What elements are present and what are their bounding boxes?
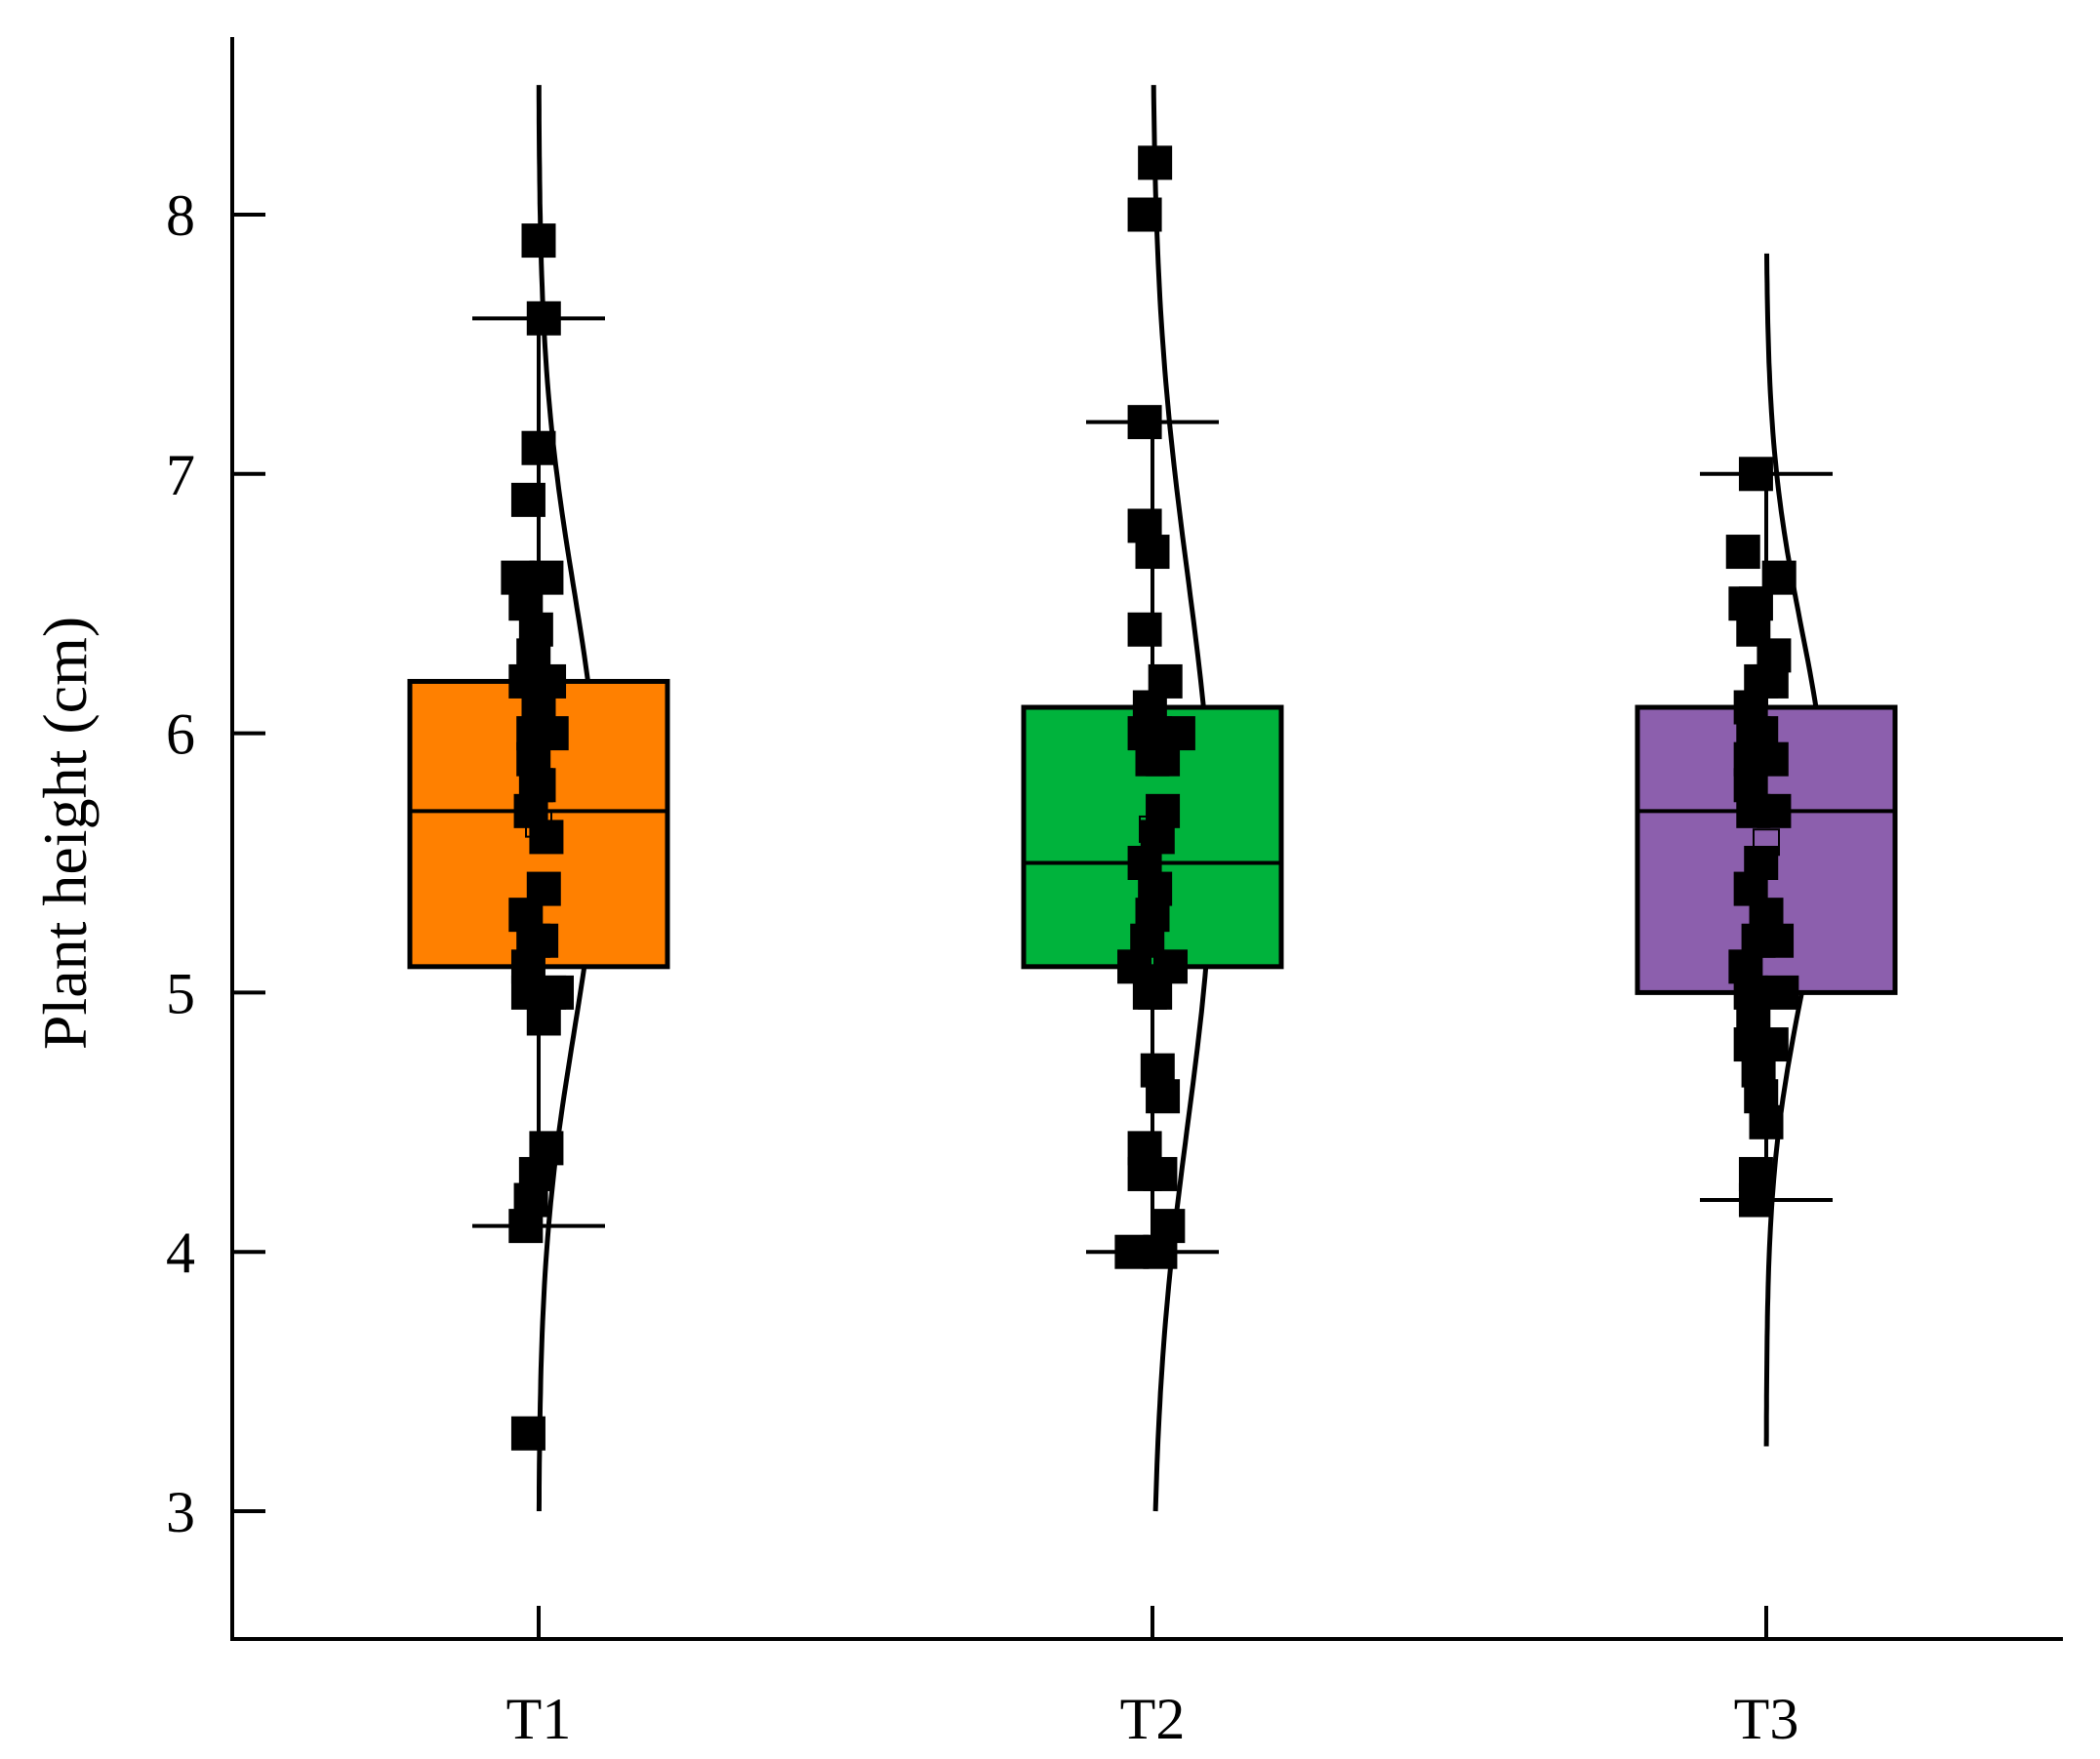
data-point — [1127, 612, 1162, 647]
x-tick-label-t3: T3 — [1734, 1687, 1799, 1751]
y-tick-label-4: 4 — [166, 1220, 195, 1285]
x-ticks: T1 T2 T3 — [506, 1606, 1799, 1751]
data-point — [526, 1001, 561, 1036]
y-tick-label-8: 8 — [166, 183, 195, 248]
data-point — [1146, 1079, 1181, 1114]
data-point — [1757, 793, 1792, 828]
data-point — [1749, 1104, 1784, 1139]
plot-area — [407, 85, 1898, 1512]
y-tick-label-6: 6 — [166, 702, 195, 767]
y-ticks: 3 4 5 6 7 8 — [166, 183, 265, 1544]
data-point — [508, 1209, 544, 1244]
data-point — [521, 223, 556, 259]
data-point — [1725, 535, 1760, 570]
data-point — [521, 430, 556, 465]
data-point — [1738, 1182, 1773, 1218]
data-point — [1759, 923, 1795, 958]
data-point — [1138, 145, 1173, 180]
axes: 3 4 5 6 7 8 T1 T2 T3 — [166, 37, 2063, 1751]
data-point — [529, 820, 564, 855]
y-axis-title: Plant height (cm) — [30, 617, 100, 1050]
y-tick-label-3: 3 — [166, 1480, 195, 1544]
points-t1 — [501, 223, 574, 1451]
data-points — [501, 145, 1799, 1451]
data-point — [1143, 1156, 1178, 1191]
x-tick-label-t2: T2 — [1120, 1687, 1186, 1751]
data-point — [1127, 405, 1162, 440]
data-point — [1135, 535, 1170, 570]
data-point — [526, 300, 561, 336]
y-tick-label-5: 5 — [166, 961, 195, 1025]
data-point — [1127, 197, 1162, 232]
data-point — [1738, 457, 1773, 492]
data-point — [1143, 1234, 1178, 1269]
x-tick-label-t1: T1 — [506, 1687, 572, 1751]
data-point — [510, 1416, 545, 1451]
points-t3 — [1725, 457, 1799, 1218]
data-point — [1138, 975, 1173, 1010]
data-point — [510, 482, 545, 517]
data-point — [1146, 741, 1181, 777]
points-t2 — [1114, 145, 1195, 1269]
y-tick-label-7: 7 — [166, 443, 195, 507]
